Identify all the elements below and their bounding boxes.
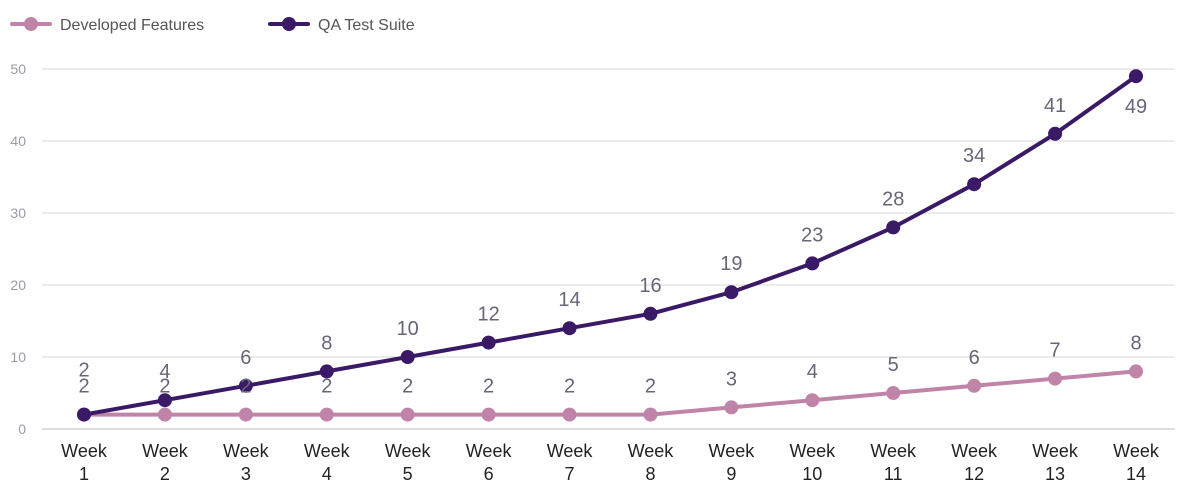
data-point-s2-4	[319, 364, 334, 379]
data-label-s1-8: 2	[645, 376, 656, 398]
data-point-s1-7	[562, 407, 577, 422]
data-label-s2-4: 8	[321, 332, 332, 354]
x-tick-label-12: Week 12	[951, 441, 998, 484]
data-label-s2-3: 6	[240, 347, 251, 369]
data-point-s1-2	[157, 407, 172, 422]
data-point-s2-12	[967, 177, 982, 192]
data-point-s1-6	[481, 407, 496, 422]
x-tick-label-2: Week 2	[142, 441, 189, 484]
x-tick-label-11: Week 11	[870, 441, 917, 484]
data-label-s1-2: 2	[159, 376, 170, 398]
y-tick-label-40: 40	[10, 133, 26, 149]
legend-marker-1	[24, 17, 38, 31]
series-line-1	[82, 369, 1138, 417]
x-tick-label-1: Week 1	[61, 441, 108, 484]
data-label-s2-5: 10	[397, 318, 419, 340]
y-tick-label-0: 0	[18, 421, 26, 437]
data-label-s2-11: 28	[882, 188, 904, 210]
data-point-s1-3	[238, 407, 253, 422]
y-tick-label-30: 30	[10, 205, 26, 221]
legend-label-1: Developed Features	[60, 17, 204, 34]
data-label-s1-4: 2	[321, 376, 332, 398]
data-label-s2-13: 41	[1044, 95, 1066, 117]
data-label-s2-14: 49	[1125, 96, 1147, 118]
legend: Developed Features QA Test Suite	[10, 17, 415, 34]
data-point-s1-9	[724, 400, 739, 415]
data-label-s2-2: 4	[159, 361, 170, 383]
data-point-s1-13	[1048, 371, 1063, 386]
legend-label-2: QA Test Suite	[318, 17, 415, 34]
y-tick-label-20: 20	[10, 277, 26, 293]
legend-marker-2	[282, 17, 296, 31]
y-axis: 0 10 20 30 40 50	[10, 61, 26, 437]
data-point-s1-12	[967, 378, 982, 393]
data-label-s2-9: 19	[720, 253, 742, 275]
data-label-s1-14: 8	[1130, 332, 1141, 354]
data-point-s2-6	[481, 335, 496, 350]
x-tick-label-9: Week 9	[709, 441, 756, 484]
y-tick-label-50: 50	[10, 61, 26, 77]
data-label-s2-12: 34	[963, 145, 985, 167]
x-tick-label-4: Week 4	[304, 441, 351, 484]
data-point-s2-13	[1048, 126, 1063, 141]
x-axis: Week 1 Week 2 Week 3 Week 4 Week 5 Week 6 Week 7 Week 8…	[61, 441, 1160, 484]
data-point-s1-4	[319, 407, 334, 422]
data-point-s2-11	[886, 220, 901, 235]
data-point-s2-1	[77, 407, 91, 422]
data-label-s1-3: 2	[240, 376, 251, 398]
data-point-s2-2	[157, 393, 172, 408]
data-point-s2-7	[562, 321, 577, 336]
gridlines	[42, 68, 1175, 430]
data-point-s1-11	[886, 386, 901, 400]
data-point-s2-9	[724, 285, 739, 300]
data-label-s2-10: 23	[801, 224, 823, 246]
x-tick-label-7: Week 7	[547, 441, 594, 484]
x-tick-label-8: Week 8	[628, 441, 675, 484]
data-label-s1-1: 2	[78, 376, 89, 398]
data-point-s2-10	[805, 256, 820, 271]
series-line-2	[82, 74, 1138, 417]
x-tick-label-6: Week 6	[466, 441, 513, 484]
series-group	[77, 69, 1143, 422]
data-label-s2-1: 2	[78, 360, 89, 382]
data-point-s1-8	[643, 407, 658, 422]
y-tick-label-10: 10	[10, 349, 26, 365]
data-point-s2-5	[400, 350, 415, 364]
x-tick-label-13: Week 13	[1032, 441, 1079, 484]
data-label-s1-6: 2	[483, 376, 494, 398]
data-point-s2-14	[1129, 69, 1143, 84]
x-tick-label-10: Week 10	[789, 441, 836, 484]
data-label-s1-7: 2	[564, 376, 575, 398]
data-point-s1-14	[1129, 364, 1143, 379]
data-label-s2-8: 16	[639, 275, 661, 297]
data-label-s1-11: 5	[888, 354, 899, 376]
data-label-s2-7: 14	[558, 289, 580, 311]
x-tick-label-3: Week 3	[223, 441, 270, 484]
data-label-s1-5: 2	[402, 376, 413, 398]
data-label-s1-9: 3	[726, 368, 737, 390]
data-point-s1-5	[400, 407, 415, 422]
x-tick-label-5: Week 5	[385, 441, 432, 484]
x-tick-label-14: Week 14	[1113, 441, 1160, 484]
data-label-s1-12: 6	[969, 347, 980, 369]
data-point-s2-8	[643, 306, 658, 321]
data-label-s1-13: 7	[1050, 340, 1061, 362]
data-label-s1-10: 4	[807, 361, 818, 383]
data-point-s2-3	[238, 378, 253, 393]
data-label-s2-6: 12	[477, 304, 499, 326]
data-point-s1-10	[805, 393, 820, 408]
